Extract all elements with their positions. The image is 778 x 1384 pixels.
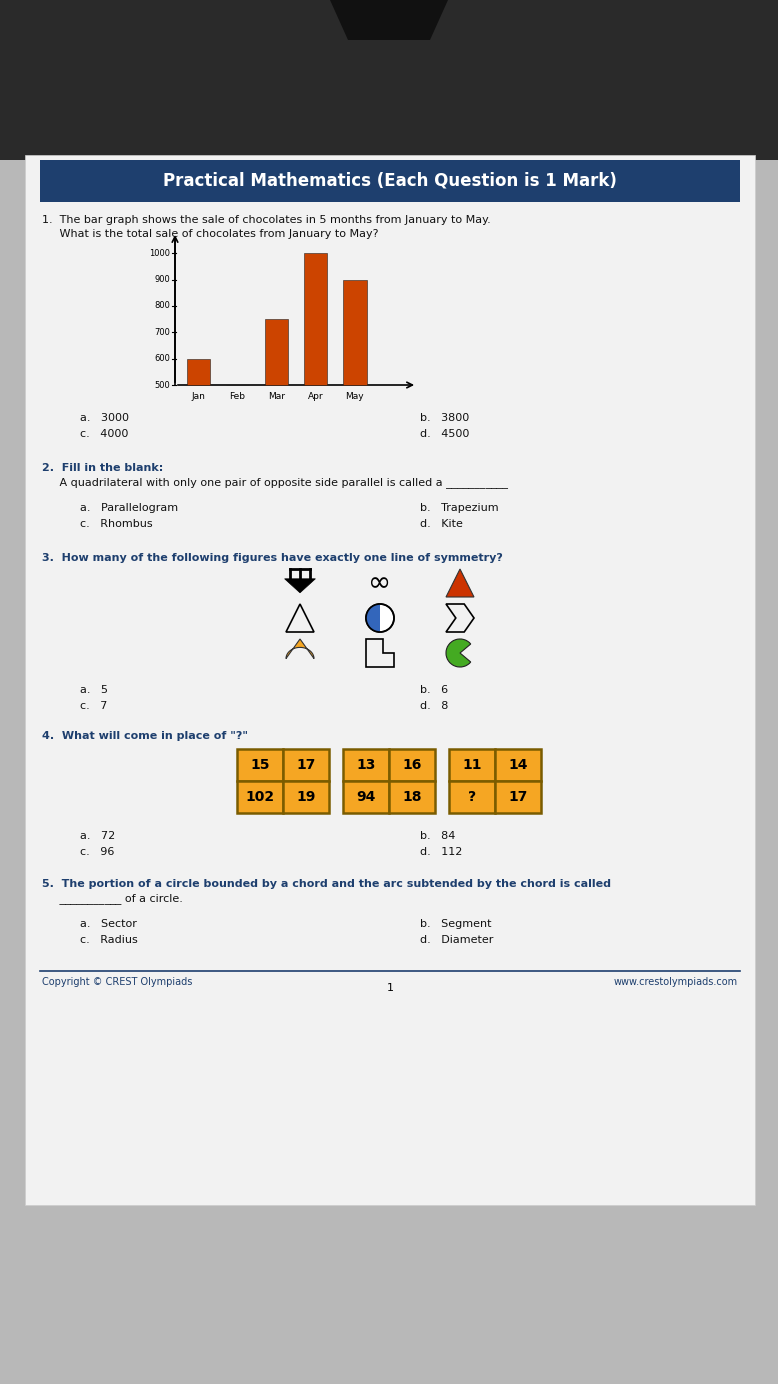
Text: 600: 600: [154, 354, 170, 363]
Text: Apr: Apr: [308, 392, 324, 401]
Text: d.   4500: d. 4500: [420, 429, 469, 439]
FancyBboxPatch shape: [495, 781, 541, 812]
Text: 19: 19: [296, 790, 316, 804]
Text: 94: 94: [356, 790, 376, 804]
FancyBboxPatch shape: [389, 749, 435, 781]
Text: d.   Diameter: d. Diameter: [420, 936, 493, 945]
Text: c.   Radius: c. Radius: [80, 936, 138, 945]
Text: 17: 17: [508, 790, 527, 804]
FancyBboxPatch shape: [265, 320, 289, 385]
FancyBboxPatch shape: [449, 781, 495, 812]
Text: ?: ?: [468, 790, 476, 804]
Text: a.   5: a. 5: [80, 685, 108, 695]
Text: 5.  The portion of a circle bounded by a chord and the arc subtended by the chor: 5. The portion of a circle bounded by a …: [42, 879, 611, 889]
Text: 17: 17: [296, 758, 316, 772]
Text: d.   Kite: d. Kite: [420, 519, 463, 529]
FancyBboxPatch shape: [389, 781, 435, 812]
FancyBboxPatch shape: [0, 1221, 778, 1384]
Text: 1000: 1000: [149, 249, 170, 257]
Text: What is the total sale of chocolates from January to May?: What is the total sale of chocolates fro…: [42, 228, 379, 239]
FancyBboxPatch shape: [495, 749, 541, 781]
FancyBboxPatch shape: [0, 0, 778, 161]
Polygon shape: [446, 569, 474, 597]
Text: a.   Parallelogram: a. Parallelogram: [80, 502, 178, 513]
Text: c.   Rhombus: c. Rhombus: [80, 519, 152, 529]
Polygon shape: [330, 0, 448, 40]
FancyBboxPatch shape: [40, 161, 740, 202]
Text: d.   8: d. 8: [420, 702, 448, 711]
FancyBboxPatch shape: [283, 749, 329, 781]
Text: 11: 11: [462, 758, 482, 772]
Text: ∞: ∞: [369, 569, 391, 597]
Text: a.   72: a. 72: [80, 830, 115, 841]
Text: b.   Trapezium: b. Trapezium: [420, 502, 499, 513]
Text: 14: 14: [508, 758, 527, 772]
Text: d.   112: d. 112: [420, 847, 462, 857]
Text: b.   6: b. 6: [420, 685, 448, 695]
Text: 15: 15: [251, 758, 270, 772]
Text: Feb: Feb: [230, 392, 246, 401]
FancyBboxPatch shape: [343, 280, 366, 385]
Text: 500: 500: [154, 381, 170, 389]
FancyBboxPatch shape: [304, 253, 328, 385]
FancyBboxPatch shape: [237, 781, 283, 812]
Text: c.   4000: c. 4000: [80, 429, 128, 439]
Wedge shape: [366, 603, 380, 632]
Text: 3.  How many of the following figures have exactly one line of symmetry?: 3. How many of the following figures hav…: [42, 554, 503, 563]
Text: 18: 18: [402, 790, 422, 804]
Text: c.   7: c. 7: [80, 702, 107, 711]
Text: 16: 16: [402, 758, 422, 772]
Text: Practical Mathematics (Each Question is 1 Mark): Practical Mathematics (Each Question is …: [163, 172, 617, 190]
Text: 13: 13: [356, 758, 376, 772]
Text: A quadrilateral with only one pair of opposite side parallel is called a _______: A quadrilateral with only one pair of op…: [42, 477, 508, 489]
Text: a.   3000: a. 3000: [80, 412, 129, 424]
Text: b.   3800: b. 3800: [420, 412, 469, 424]
Text: 900: 900: [154, 275, 170, 284]
Wedge shape: [446, 639, 471, 667]
Text: 1: 1: [387, 983, 394, 992]
FancyBboxPatch shape: [283, 781, 329, 812]
Text: Jan: Jan: [191, 392, 205, 401]
Text: May: May: [345, 392, 364, 401]
Text: 4.  What will come in place of "?": 4. What will come in place of "?": [42, 731, 248, 740]
Text: b.   84: b. 84: [420, 830, 455, 841]
Polygon shape: [285, 579, 315, 592]
Text: b.   Segment: b. Segment: [420, 919, 492, 929]
Text: 102: 102: [245, 790, 275, 804]
Text: 1.  The bar graph shows the sale of chocolates in 5 months from January to May.: 1. The bar graph shows the sale of choco…: [42, 215, 491, 226]
Polygon shape: [286, 639, 314, 659]
FancyBboxPatch shape: [449, 749, 495, 781]
Text: Copyright © CREST Olympiads: Copyright © CREST Olympiads: [42, 977, 192, 987]
Text: Mar: Mar: [268, 392, 286, 401]
FancyBboxPatch shape: [187, 358, 210, 385]
Circle shape: [366, 603, 394, 632]
Text: 700: 700: [154, 328, 170, 336]
Text: 800: 800: [154, 302, 170, 310]
FancyBboxPatch shape: [343, 781, 389, 812]
Text: c.   96: c. 96: [80, 847, 114, 857]
Text: a.   Sector: a. Sector: [80, 919, 137, 929]
FancyBboxPatch shape: [25, 155, 755, 1205]
FancyBboxPatch shape: [343, 749, 389, 781]
Text: www.crestolympiads.com: www.crestolympiads.com: [614, 977, 738, 987]
Text: 2.  Fill in the blank:: 2. Fill in the blank:: [42, 464, 163, 473]
FancyBboxPatch shape: [237, 749, 283, 781]
Text: ___________ of a circle.: ___________ of a circle.: [42, 893, 183, 904]
